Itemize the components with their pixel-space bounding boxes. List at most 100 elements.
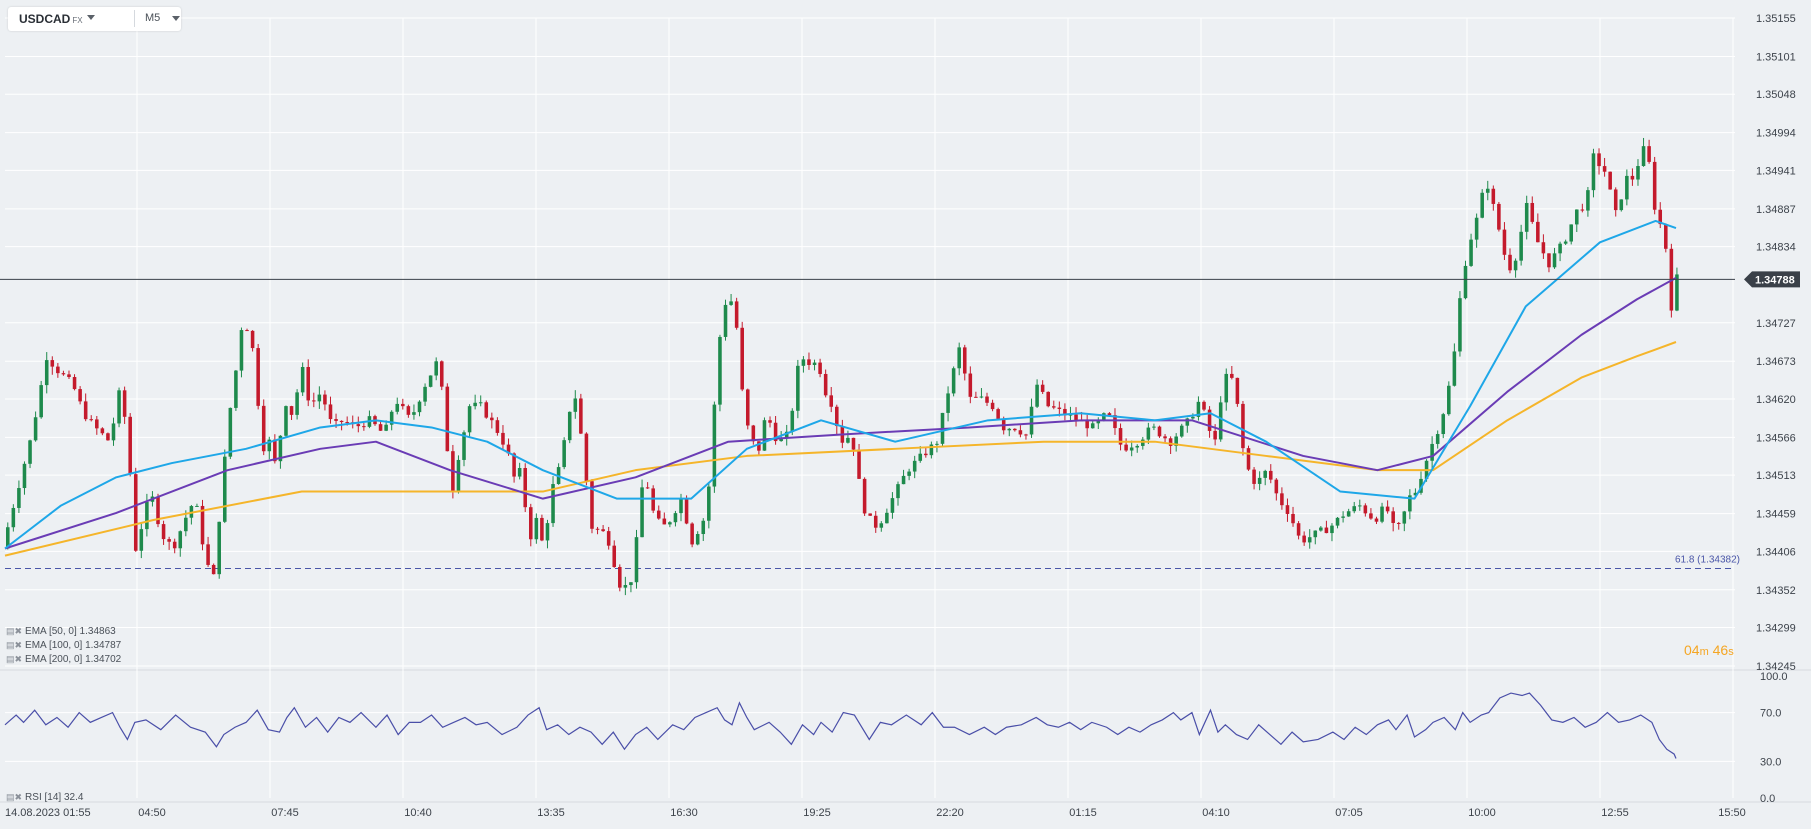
candle-body [1641,146,1646,167]
candle-body [1419,478,1423,493]
rsi-line[interactable] [4,692,1677,759]
ema100-line[interactable] [4,277,1677,550]
y-tick-label: 1.34620 [1756,394,1796,406]
candle-body [17,488,21,508]
candle-body [1179,425,1184,437]
candle-body [100,428,105,434]
y-tick-label: 1.35101 [1756,51,1796,63]
candle-body [640,487,644,538]
candle-body [1541,242,1546,254]
ema50-line[interactable] [4,219,1677,550]
y-tick-label: 1.35048 [1756,89,1796,101]
candle-body [1191,416,1195,419]
candle-body [22,463,27,489]
candle-body [1658,209,1663,225]
candle-body [473,402,477,407]
candle-body [267,439,272,452]
candle-body [512,453,516,477]
candle-body [222,456,227,522]
candle-body [1063,408,1067,416]
ema100-legend[interactable]: ▤✖ EMA [100, 0] 1.34787 [6,640,122,651]
candle-body [1502,229,1507,255]
x-tick-label: 12:55 [1601,807,1629,819]
candle-body [501,432,505,445]
indicator-settings-icon[interactable]: ▤✖ [6,626,23,636]
candle-body [779,437,783,442]
rsi-legend[interactable]: ▤✖ RSI [14] 32.4 [6,792,84,803]
candle-body [39,385,43,418]
candle-body [1480,192,1484,218]
price-pane[interactable]: 61.8 (1.34382) 1.34788 [0,137,1800,596]
candle-body [11,507,16,528]
y-tick-label: 1.34941 [1756,165,1796,177]
candle-body [356,424,361,427]
candle-body [606,531,611,546]
indicator-settings-icon[interactable]: ▤✖ [6,640,23,650]
candle-body [829,395,834,407]
candle-body [656,510,661,519]
candle-body [1636,166,1640,180]
candle-body [1124,444,1128,451]
candle-body [812,362,817,365]
candle-body [773,422,778,442]
ema200-legend[interactable]: ▤✖ EMA [200, 0] 1.34702 [6,654,122,665]
candle-body [729,301,733,305]
candle-body [946,393,950,413]
candle-body [106,433,110,441]
candle-body [1018,430,1023,435]
candle-body [1586,190,1590,211]
candle-body [567,411,572,441]
candle-body [312,400,316,402]
symbol-selector[interactable]: USDCAD FX M5 [8,7,181,31]
candle-body [857,449,861,479]
candle-body [145,501,149,530]
candle-body [1474,217,1479,240]
ema50-legend[interactable]: ▤✖ EMA [50, 0] 1.34863 [6,626,116,637]
candle-body [56,366,60,374]
candle-body [1508,254,1512,271]
candle-body [1113,415,1117,429]
candle-body [1313,530,1318,538]
candle-body [690,523,694,545]
candle-body [306,367,311,401]
candle-body [378,424,383,431]
candle-body [1024,434,1028,436]
candle-body [1268,470,1273,480]
candle-body [495,420,500,433]
candle-body [261,405,266,452]
candle-body [172,541,177,549]
rsi-pane[interactable] [4,692,1677,759]
candle-body [89,419,94,421]
candle-body [1552,253,1557,268]
x-tick-label: 01:15 [1069,807,1097,819]
candle-body [1497,203,1501,230]
candle-body [128,416,132,475]
indicator-settings-icon[interactable]: ▤✖ [6,654,23,664]
candle-body [1458,298,1462,352]
candle-body [1085,420,1089,429]
candle-body [228,407,233,457]
axes: 1.35155 1.35101 1.35048 1.34994 1.34941 1.348… [5,13,1796,819]
candle-body [540,517,544,541]
candle-body [506,444,511,454]
candle-body [1391,511,1395,523]
candle-body [389,411,394,425]
candle-body [328,404,333,420]
candle-body [323,394,327,405]
ema200-line[interactable] [4,341,1677,557]
candle-body [484,402,489,418]
candle-body [428,375,433,387]
candle-body [250,330,255,349]
candle-body [951,368,956,394]
candle-body [901,475,906,485]
symbol-dropdown-icon[interactable] [87,15,95,20]
candle-body [762,420,767,451]
timeframe-dropdown-icon[interactable] [172,16,180,21]
indicator-settings-icon[interactable]: ▤✖ [6,792,23,802]
candle-body [1129,447,1134,451]
candle-body [712,404,717,487]
candle-body [1652,161,1657,210]
candle-body [412,412,416,415]
timeframe-selector[interactable]: M5 [134,10,186,27]
